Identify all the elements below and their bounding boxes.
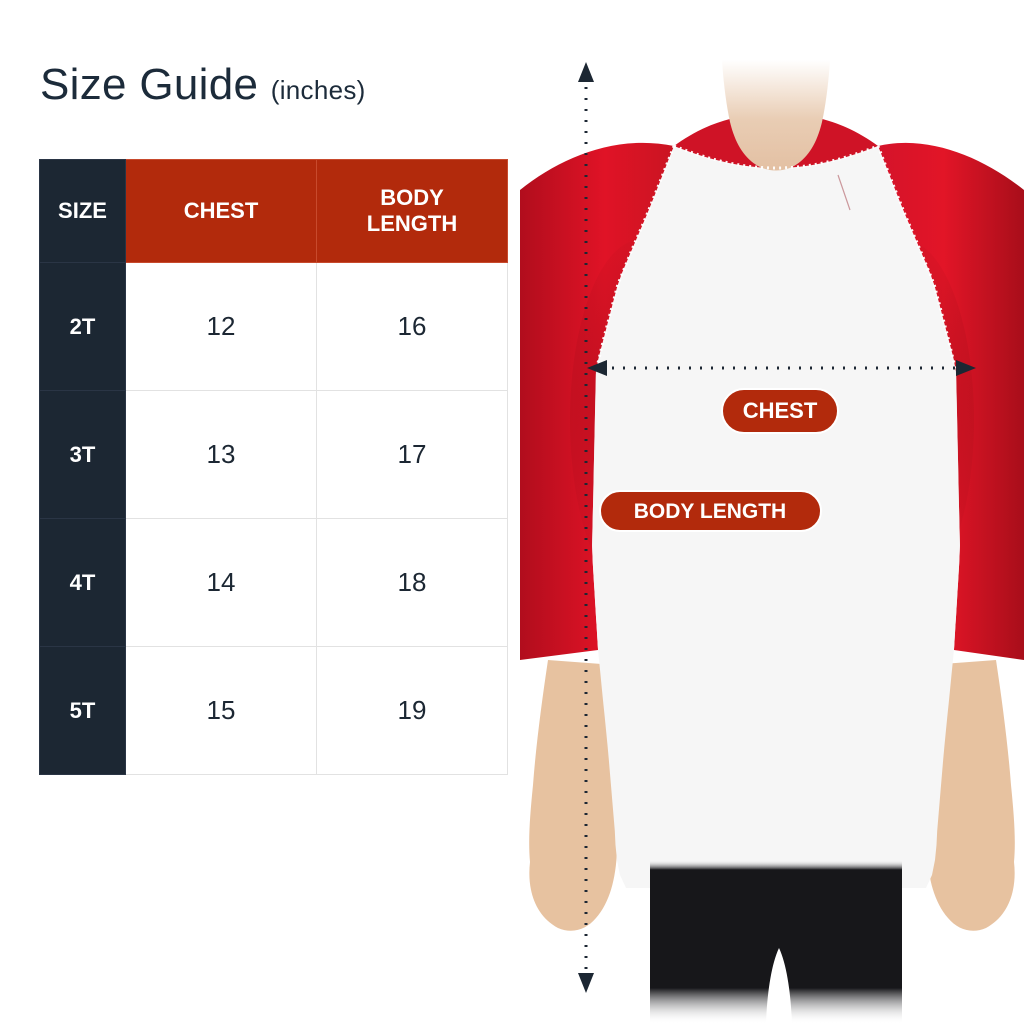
svg-text:CHEST: CHEST bbox=[743, 398, 818, 423]
svg-text:BODY LENGTH: BODY LENGTH bbox=[634, 500, 786, 523]
